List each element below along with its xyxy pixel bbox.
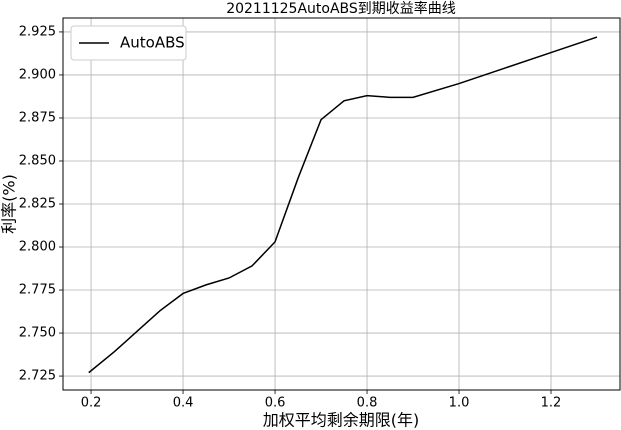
- x-axis-label: 加权平均剩余期限(年): [263, 411, 420, 430]
- legend-box: [70, 25, 187, 61]
- y-tick-label: 2.800: [19, 240, 56, 255]
- chart-title: 20211125AutoABS到期收益率曲线: [226, 0, 456, 17]
- plot-frame: [62, 17, 621, 391]
- legend: AutoABS: [70, 25, 187, 61]
- y-tick-label: 2.850: [19, 153, 56, 168]
- y-tick-label: 2.900: [19, 67, 56, 82]
- y-tick-label: 2.925: [19, 24, 56, 39]
- y-tick-label: 2.750: [19, 326, 56, 341]
- y-tick-label: 2.825: [19, 197, 56, 212]
- line-series: [88, 36, 598, 374]
- y-tick-label: 2.775: [19, 283, 56, 298]
- x-tick-label: 1.2: [541, 396, 562, 411]
- x-tick-label: 0.4: [173, 396, 194, 411]
- y-tick-label: 2.875: [19, 110, 56, 125]
- x-tick-label: 0.2: [81, 396, 102, 411]
- x-tick-label: 0.6: [265, 396, 286, 411]
- legend-label: AutoABS: [120, 34, 185, 52]
- y-tick-label: 2.725: [19, 369, 56, 384]
- x-tick-label: 1.0: [449, 396, 470, 411]
- x-tick-label: 0.8: [357, 396, 378, 411]
- y-axis-label: 利率(%): [0, 174, 19, 234]
